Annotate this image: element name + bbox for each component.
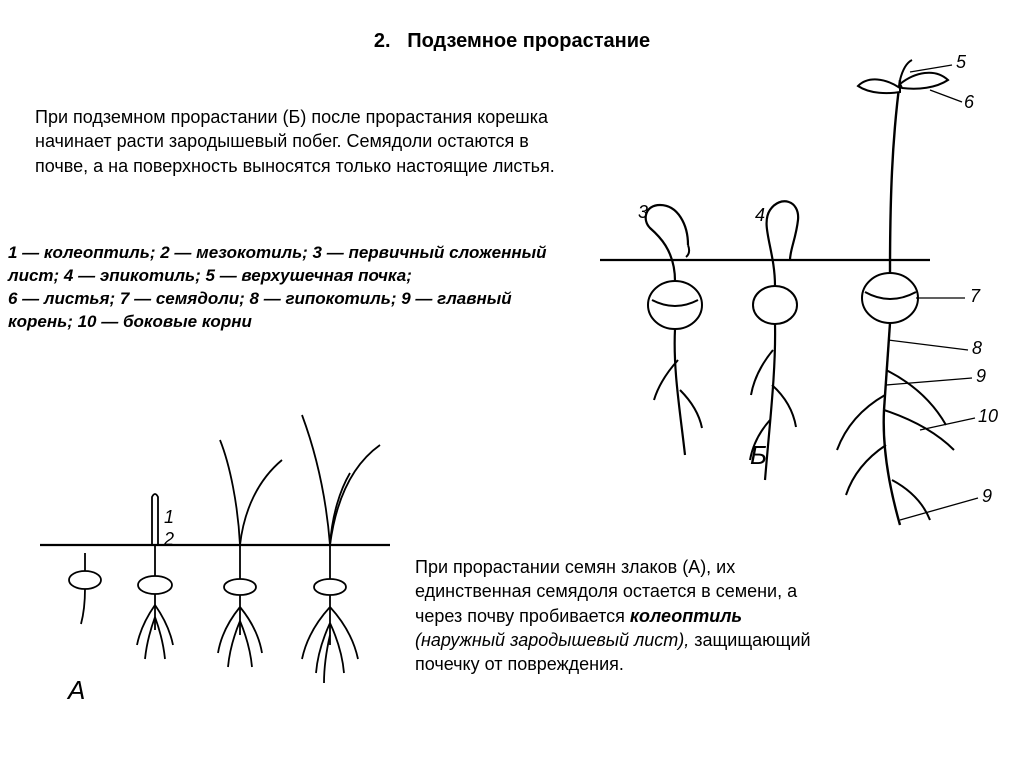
paragraph-1: При подземном прорастании (Б) после прор… — [35, 105, 585, 178]
label-10: 10 — [978, 406, 998, 427]
diagram-a: 1 2 А — [30, 395, 400, 725]
p2-bold: колеоптиль — [630, 606, 742, 626]
diagram-b: 3 4 5 6 7 8 9 10 9 Б — [600, 50, 1020, 530]
p2-italic: (наружный зародышевый лист), — [415, 630, 689, 650]
diagram-a-letter: А — [68, 675, 85, 706]
label-7: 7 — [970, 286, 980, 307]
legend: 1 — колеоптиль; 2 — мезокотиль; 3 — перв… — [8, 242, 568, 334]
title-number: 2. — [374, 30, 391, 52]
diagram-b-letter: Б — [750, 440, 767, 471]
legend-line2: 6 — листья; 7 — семядоли; 8 — гипокотиль… — [8, 289, 512, 331]
label-8: 8 — [972, 338, 982, 359]
paragraph-2: При прорастании семян злаков (А), их еди… — [415, 555, 835, 676]
label-1: 1 — [164, 507, 174, 528]
label-3: 3 — [638, 202, 648, 223]
label-2: 2 — [164, 529, 174, 550]
label-4: 4 — [755, 205, 765, 226]
label-9a: 9 — [976, 366, 986, 387]
label-9b: 9 — [982, 486, 992, 507]
legend-line1: 1 — колеоптиль; 2 — мезокотиль; 3 — перв… — [8, 243, 547, 285]
label-6: 6 — [964, 92, 974, 113]
label-5: 5 — [956, 52, 966, 73]
title-text: Подземное прорастание — [407, 30, 650, 52]
